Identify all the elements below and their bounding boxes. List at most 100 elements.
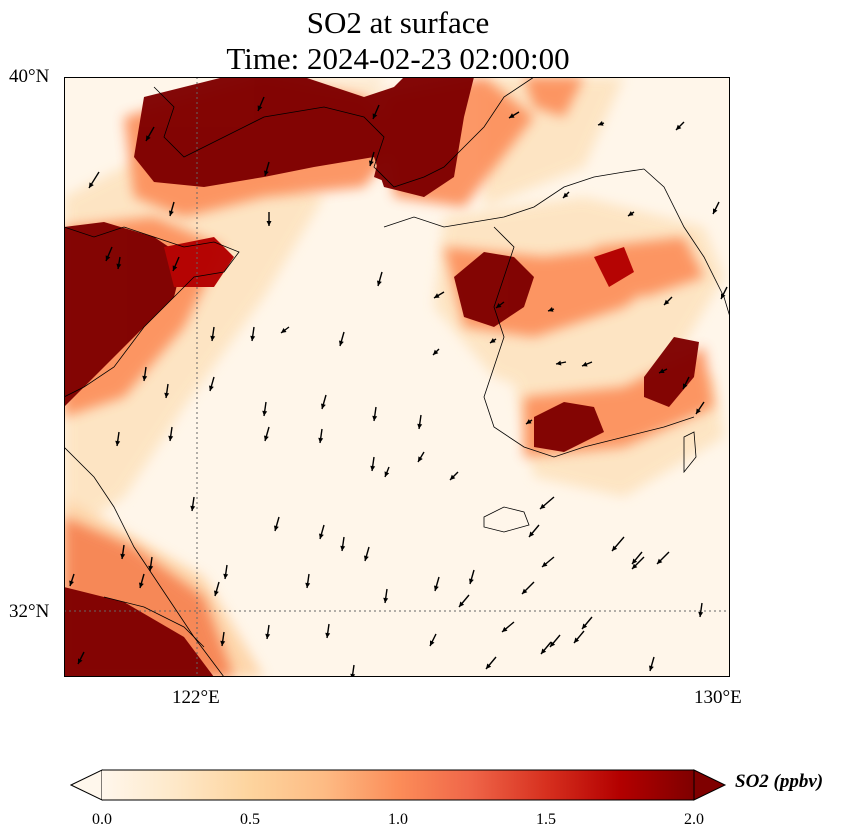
wind-arrowhead [509, 113, 515, 118]
wind-arrowhead [115, 440, 121, 446]
wind-arrowhead [582, 361, 588, 367]
wind-arrowhead [459, 601, 465, 607]
wind-arrowhead [417, 423, 423, 429]
wind-arrowhead [263, 435, 269, 441]
wind-arrowhead [338, 340, 344, 346]
wind-arrowhead [433, 585, 439, 591]
so2-field [64, 77, 730, 677]
wind-arrowhead [542, 561, 548, 567]
wind-arrowhead [468, 578, 474, 584]
wind-arrowhead [164, 392, 170, 398]
wind-arrowhead [522, 588, 528, 594]
wind-vectors [69, 96, 728, 677]
wind-arrowhead [598, 121, 604, 126]
wind-arrowhead [172, 265, 178, 271]
wind-arrowhead [683, 383, 688, 389]
wind-arrowhead [340, 545, 346, 551]
wind-arrowhead [69, 580, 74, 586]
wind-arrowhead [490, 338, 496, 343]
wind-arrowhead [281, 328, 287, 333]
colorbar-tick-3: 1.5 [536, 811, 556, 828]
wind-arrowhead [305, 582, 311, 588]
wind-arrowhead [582, 623, 588, 629]
wind-arrowhead [168, 435, 174, 441]
wind-arrowhead [210, 335, 216, 341]
colorbar-tick-1: 0.5 [240, 811, 260, 828]
map-time: Time: 2024-02-23 02:00:00 [226, 41, 570, 76]
wind-arrowhead [529, 531, 535, 537]
lat-label-32n: 32°N [9, 601, 50, 622]
wind-arrowhead [363, 555, 369, 561]
wind-arrowhead [450, 474, 456, 480]
wind-arrowhead [208, 385, 214, 391]
lon-label-130e: 130°E [694, 687, 742, 708]
wind-arrowhead [257, 105, 263, 111]
wind-arrowhead [318, 437, 324, 443]
wind-arrowhead [434, 293, 440, 298]
wind-arrowhead [370, 465, 376, 471]
wind-arrowhead [383, 597, 389, 603]
wind-arrowhead [263, 170, 269, 176]
wind-arrowhead [698, 611, 704, 617]
wind-arrowhead [430, 640, 435, 646]
wind-arrowhead [384, 471, 390, 477]
wind-arrowhead [540, 503, 546, 509]
wind-arrowhead [548, 307, 554, 312]
wind-arrowhead [433, 349, 439, 355]
wind-arrowhead [556, 360, 562, 366]
wind-arrowhead [376, 280, 382, 286]
wind-arrowhead [550, 641, 556, 647]
wind-arrowhead [320, 403, 326, 409]
wind-arrowhead [368, 160, 374, 166]
wind-arrowhead [502, 626, 508, 632]
wind-arrowhead [696, 408, 701, 414]
wind-arrowhead [142, 375, 148, 381]
wind-arrowhead [220, 640, 226, 646]
wind-arrowhead [612, 545, 618, 551]
wind-arrowhead [148, 565, 154, 571]
wind-arrowhead [648, 665, 654, 671]
wind-arrowhead [120, 553, 126, 559]
lat-label-40n: 40°N [9, 66, 50, 87]
colorbar-tick-0: 0.0 [92, 811, 112, 828]
wind-arrowhead [659, 368, 665, 373]
wind-arrowhead [89, 182, 94, 188]
wind-arrowhead [78, 658, 83, 664]
wind-arrowhead [632, 558, 638, 564]
wind-arrowhead [372, 415, 378, 421]
wind-arrowhead [325, 632, 331, 638]
wind-arrowhead [265, 633, 271, 639]
wind-arrowhead [190, 505, 196, 511]
coastline [64, 77, 730, 677]
colorbar-label: SO2 (ppbv) [735, 771, 824, 792]
colorbar [69, 769, 730, 808]
colorbar-tick-2: 1.0 [388, 811, 408, 828]
wind-arrowhead [105, 255, 111, 261]
wind-arrowhead [713, 208, 718, 214]
wind-arrowhead [318, 533, 324, 539]
wind-arrowhead [262, 410, 268, 416]
lon-label-122e: 122°E [172, 687, 220, 708]
wind-arrowhead [496, 303, 502, 308]
wind-arrowhead [574, 637, 580, 643]
wind-arrowhead [676, 124, 682, 130]
wind-arrowhead [273, 525, 279, 531]
colorbar-tick-4: 2.0 [684, 811, 704, 828]
wind-arrowhead [250, 335, 256, 341]
wind-arrowhead [486, 663, 492, 669]
wind-arrowhead [168, 210, 174, 216]
gridlines [64, 77, 730, 677]
wind-arrowhead [116, 263, 122, 269]
wind-arrowhead [146, 135, 151, 141]
map-area[interactable] [64, 77, 730, 677]
wind-arrowhead [526, 419, 532, 424]
wind-arrowhead [223, 573, 229, 579]
wind-arrowhead [721, 293, 726, 299]
map-title: SO2 at surface [306, 5, 490, 40]
wind-arrowhead [372, 113, 378, 119]
wind-arrowhead [266, 221, 272, 226]
wind-arrowhead [418, 456, 423, 462]
wind-arrowhead [213, 590, 219, 596]
wind-arrowhead [628, 211, 634, 216]
wind-arrowhead [664, 299, 670, 305]
